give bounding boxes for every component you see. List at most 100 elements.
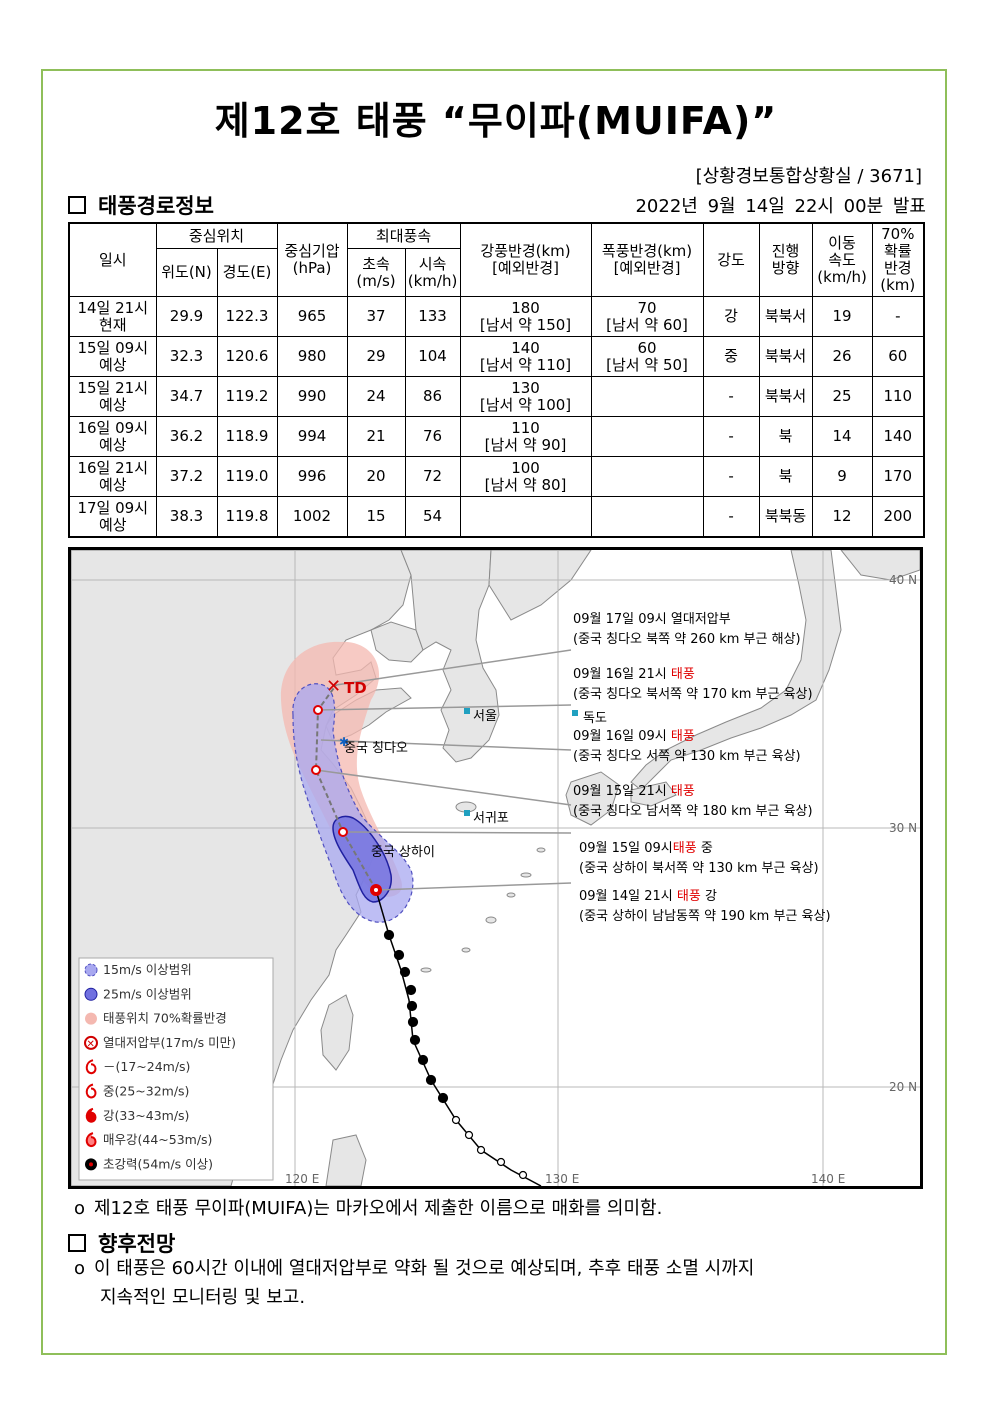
cell-speed: 26: [811, 336, 873, 377]
note1-text: 제12호 태풍 무이파(MUIFA)는 마카오에서 제출한 이름으로 매화를 의…: [94, 1198, 663, 1219]
cell-strong-line: [남서 약 80]: [484, 475, 567, 494]
cell-speed: 14: [811, 416, 873, 457]
table-row: 16일 09시 예상 36.2 118.9 994 21 76 110 [남서 약 90] - 북 1…: [68, 416, 925, 457]
forecast-label-part: 강: [701, 889, 717, 904]
cell-speed: 9: [811, 456, 873, 497]
bullet-o: o: [74, 1198, 86, 1219]
forecast-label-title: 09월 14일 21시 태풍 강: [579, 889, 717, 904]
cell-storm-line: [남서 약 50]: [606, 355, 688, 374]
past-track-dot: [417, 1054, 429, 1066]
cell-kmh-line: 72: [422, 467, 443, 485]
legend-label: 중(25~32m/s): [103, 1084, 189, 1099]
cell-direction: 북북동: [758, 496, 813, 538]
typhoon-marker-current: [370, 884, 382, 896]
lon-140-label: 140 E: [811, 1172, 845, 1186]
past-track-dot: [383, 929, 395, 941]
forecast-label-title: 09월 16일 21시 태풍: [573, 667, 695, 682]
past-track-dot: [393, 949, 405, 961]
cell-lat-line: 38.3: [169, 507, 204, 525]
cell-direction: 북: [758, 416, 813, 457]
place-seoul: 서울: [464, 708, 497, 724]
cell-lon-line: 122.3: [225, 307, 269, 325]
cell-kmh: 104: [404, 336, 461, 377]
cell-prob: 60: [871, 336, 925, 377]
cell-ms: 20: [346, 456, 406, 497]
announcement-time: 2022년 9월 14일 22시 00분 발표: [635, 196, 926, 217]
cell-strong-line: 110: [511, 418, 540, 437]
cell-time-line: 예상: [98, 515, 127, 534]
cell-storm: [590, 456, 704, 497]
cell-intensity: 강: [702, 296, 760, 337]
forecast-label-detail: (중국 상하이 북서쪽 약 130 km 부근 육상): [579, 861, 819, 876]
range25-area: [332, 815, 392, 903]
cell-lon-line: 119.0: [225, 467, 269, 485]
japan-kyushu: [565, 771, 620, 826]
cell-lat: 38.3: [155, 496, 218, 538]
forecast-label-part: 09월 15일 09시: [579, 841, 673, 856]
cell-direction: 북북서: [758, 336, 813, 377]
range25-legend-icon: [84, 987, 98, 1001]
cell-lon: 120.6: [216, 336, 278, 377]
cell-intensity-line: 강: [724, 307, 738, 325]
forecast-label-part: 태풍: [677, 889, 701, 904]
cell-kmh: 133: [404, 296, 461, 337]
cell-speed-line: 26: [832, 347, 852, 365]
place-dokdo: 독도: [572, 710, 607, 726]
forecast-label-detail: (중국 상하이 남남동쪽 약 190 km 부근 육상): [579, 909, 831, 924]
forecast-track-line: [314, 684, 377, 891]
forecast-label-part: 태풍: [671, 667, 695, 682]
forecast-label-title: 09월 15일 09시태풍 중: [579, 841, 713, 856]
table-row: 17일 09시 예상 38.3 119.8 1002 15 54 - 북북동 12 200: [68, 496, 925, 538]
range15-legend-icon: [84, 963, 98, 977]
cell-storm-line: 60: [637, 338, 657, 357]
cell-direction-line: 북북서: [764, 387, 807, 405]
header-strong-radius: 강풍반경(km) [예외반경]: [459, 222, 592, 297]
cell-kmh: 76: [404, 416, 461, 457]
track-table: 일시 중심위치 중심기압 (hPa) 최대풍속 강풍반경(km) [예외반경] 폭풍…: [68, 222, 926, 538]
cell-time: 15일 21시 예상: [68, 376, 157, 417]
cell-lat: 29.9: [155, 296, 218, 337]
cell-lon: 122.3: [216, 296, 278, 337]
cell-intensity-line: 중: [724, 347, 738, 365]
korean-peninsula: [400, 550, 500, 763]
cell-kmh-line: 76: [422, 427, 443, 445]
cell-prob: 110: [871, 376, 925, 417]
cell-ms-line: 37: [366, 307, 386, 325]
svg-text:✕: ✕: [326, 676, 341, 697]
cell-strong-line: 130: [511, 378, 540, 397]
cell-ms-line: 24: [366, 387, 386, 405]
cell-time-line: 현재: [98, 315, 127, 334]
typhoon-super-icon: [85, 1158, 97, 1171]
cell-time-line: 예상: [98, 395, 127, 414]
cell-strong-line: [남서 약 150]: [479, 315, 572, 334]
cell-prob-line: 200: [883, 507, 913, 525]
lat-20-label: 20 N: [889, 1080, 917, 1094]
cell-pressure: 1002: [276, 496, 348, 538]
lon-130-label: 130 E: [545, 1172, 579, 1186]
cell-strong: 130 [남서 약 100]: [459, 376, 592, 417]
lon-120-label: 120 E: [285, 1172, 319, 1186]
forecast-label: 09월 16일 09시 태풍 (중국 칭다오 서쪽 약 130 km 부근 육상): [573, 729, 801, 764]
typhoon-track-map: 40 N 30 N 20 N 120 E 130 E 140 E: [68, 547, 923, 1189]
cell-ms-line: 15: [366, 507, 386, 525]
cell-lat-line: 34.7: [169, 387, 204, 405]
cell-prob: 200: [871, 496, 925, 538]
past-track-dot: [405, 984, 417, 996]
cell-storm: 70 [남서 약 60]: [590, 296, 704, 337]
cell-kmh-line: 104: [418, 347, 447, 365]
past-track-dot: [425, 1074, 437, 1086]
cell-lon: 119.2: [216, 376, 278, 417]
cell-lat: 37.2: [155, 456, 218, 497]
forecast-labels: 09월 17일 09시 열대저압부 (중국 칭다오 북쪽 약 260 km 부근 …: [573, 612, 831, 924]
forecast-label: 09월 17일 09시 열대저압부 (중국 칭다오 북쪽 약 260 km 부근 …: [573, 612, 801, 647]
page-title: 제12호 태풍 “무이파(MUIFA)”: [214, 99, 778, 143]
cell-kmh: 86: [404, 376, 461, 417]
cell-strong: 180 [남서 약 150]: [459, 296, 592, 337]
header-prob: 70% 확률 반경 (km): [871, 222, 925, 297]
legend-label: 매우강(44~53m/s): [103, 1132, 212, 1147]
legend-label: 태풍위치 70%확률반경: [103, 1011, 227, 1026]
header-lon: 경도(E): [216, 248, 278, 297]
cell-kmh: 54: [404, 496, 461, 538]
forecast-label-part: 태풍: [671, 784, 695, 799]
cell-time-line: 16일 09시: [77, 418, 149, 437]
